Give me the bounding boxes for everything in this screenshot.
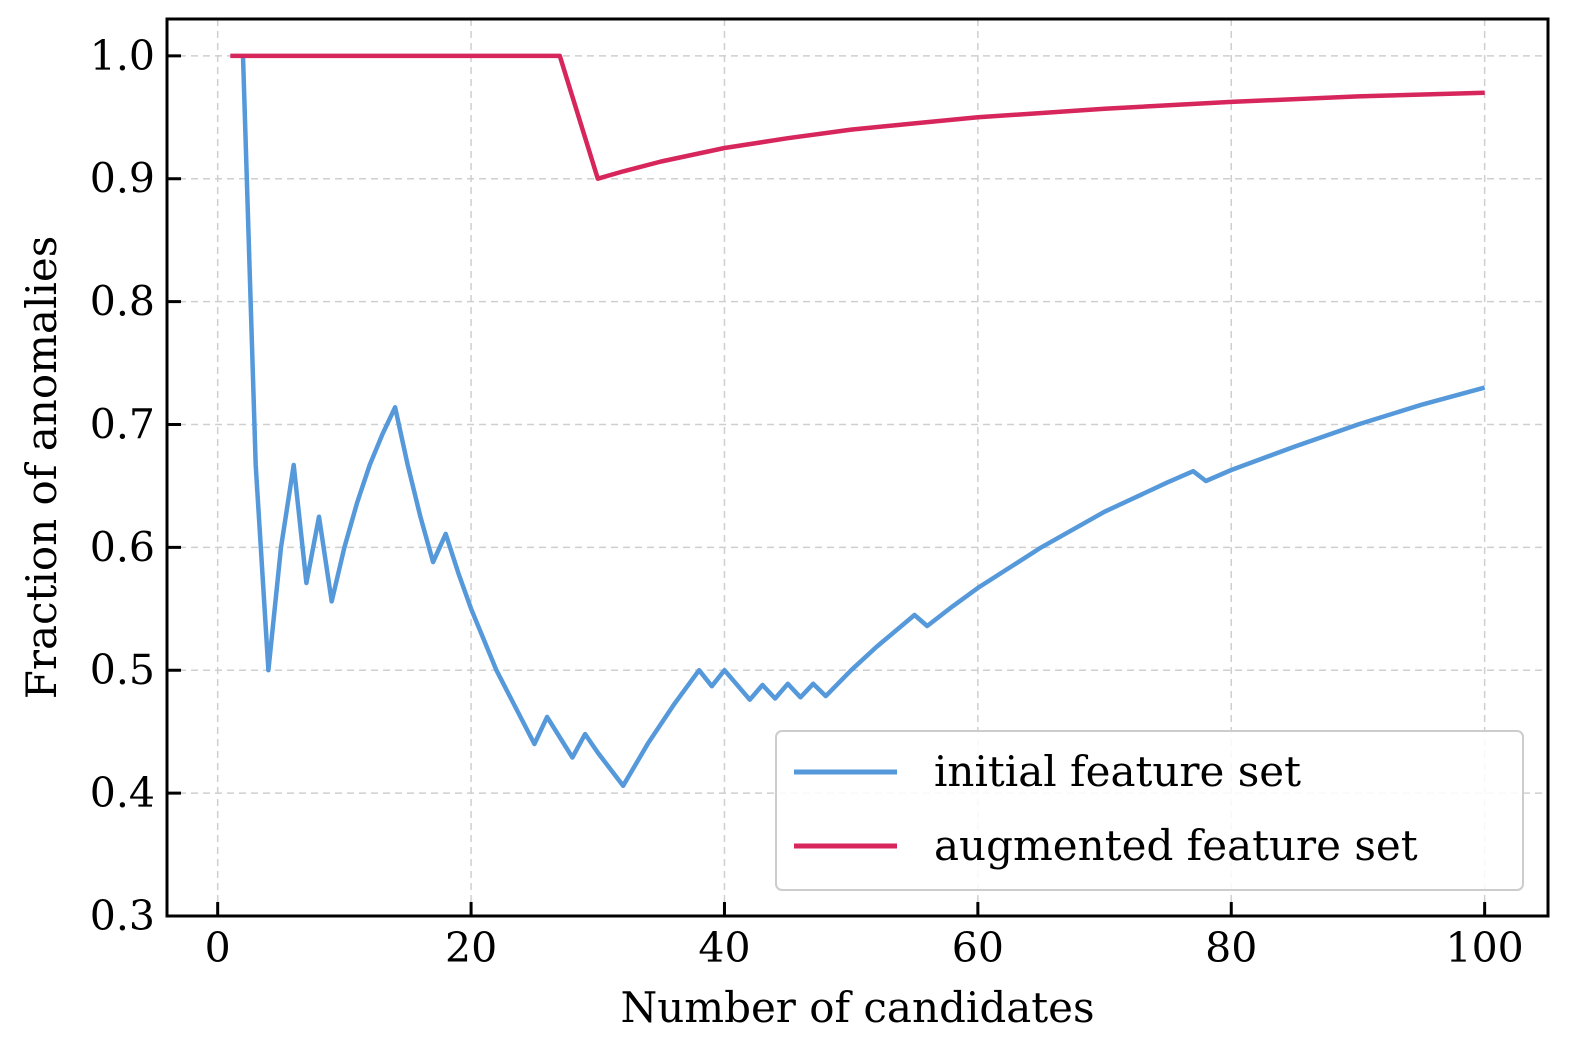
legend-label-augmented: augmented feature set xyxy=(934,821,1418,870)
y-tick-label: 0.8 xyxy=(90,278,155,326)
x-tick-label: 40 xyxy=(698,924,750,972)
y-axis-label: Fraction of anomalies xyxy=(17,236,66,699)
plot-frame xyxy=(165,17,1550,918)
legend: initial feature set augmented feature se… xyxy=(775,730,1524,891)
x-tick-label: 100 xyxy=(1446,924,1524,972)
y-tick-label: 0.4 xyxy=(90,769,155,817)
series-line-augmented xyxy=(230,53,1485,181)
y-tick-label: 0.7 xyxy=(90,400,155,448)
axis-ticks: 0 20 40 60 80 100 0.3 0.4 0.5 0.6 0.7 0.8 0.9 1.0 xyxy=(90,32,1524,972)
y-tick-label: 0.3 xyxy=(90,892,155,940)
y-tick-label: 0.5 xyxy=(90,646,155,694)
y-tick-label: 0.9 xyxy=(90,155,155,203)
x-tick-label: 80 xyxy=(1205,924,1257,972)
x-tick-label: 60 xyxy=(952,924,1004,972)
x-tick-label: 20 xyxy=(445,924,497,972)
legend-box xyxy=(775,730,1524,891)
series-lines xyxy=(230,53,1486,789)
x-tick-label: 0 xyxy=(205,924,231,972)
series-line-initial xyxy=(240,55,1486,789)
legend-label-initial: initial feature set xyxy=(934,747,1301,796)
y-tick-label: 1.0 xyxy=(90,32,155,80)
x-axis-label: Number of candidates xyxy=(620,983,1094,1032)
y-tick-label: 0.6 xyxy=(90,523,155,571)
